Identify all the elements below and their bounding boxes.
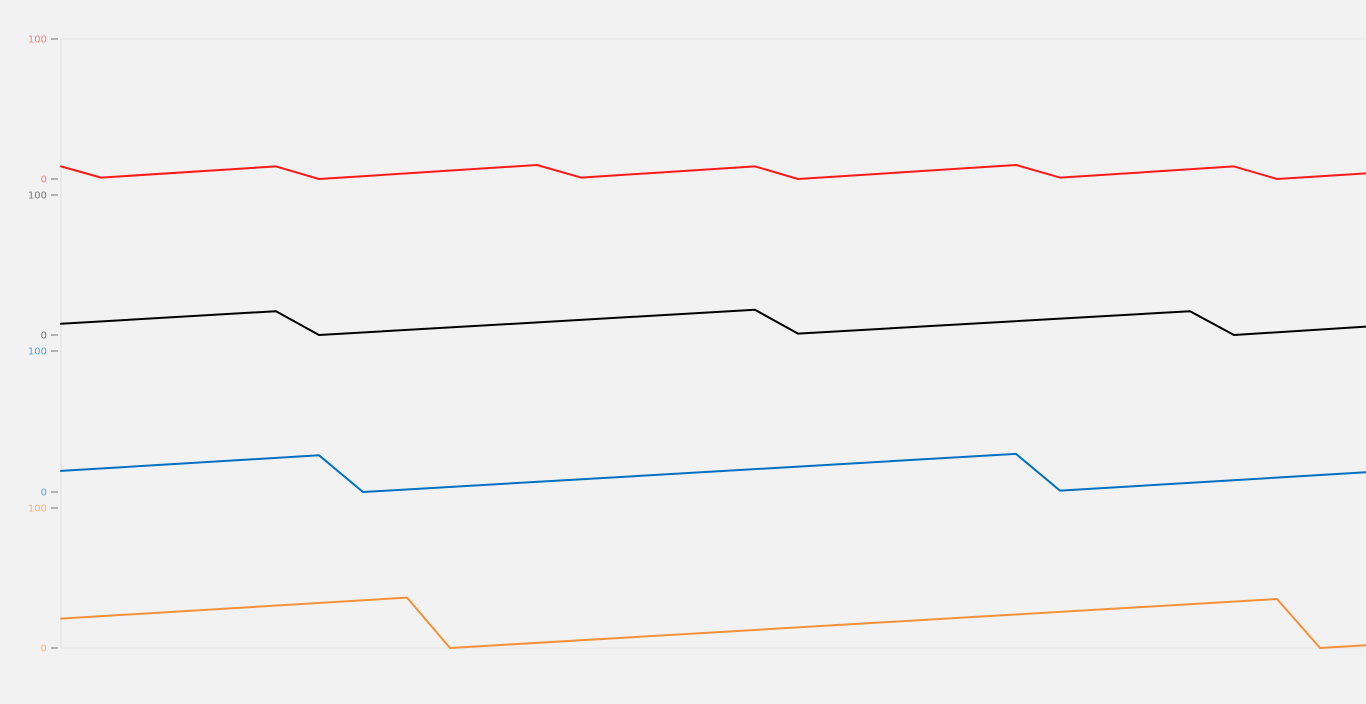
series-line-2 (60, 308, 1366, 336)
y-tick-label: 100 (28, 504, 47, 515)
axis-group: 100 0 100 0 100 0 100 0 (28, 35, 1366, 655)
y-tick-label: 0 (41, 331, 47, 342)
y-tick-label: 100 (28, 191, 47, 202)
series-line-4 (60, 596, 1366, 649)
y-tick-label: 100 (28, 35, 47, 46)
y-tick-label: 0 (41, 175, 47, 186)
series-line-3 (60, 452, 1366, 493)
y-tick-label: 100 (28, 347, 47, 358)
series-line-1 (60, 164, 1366, 180)
y-tick-label: 0 (41, 488, 47, 499)
y-tick-label: 0 (41, 644, 47, 655)
series-group (60, 164, 1366, 649)
